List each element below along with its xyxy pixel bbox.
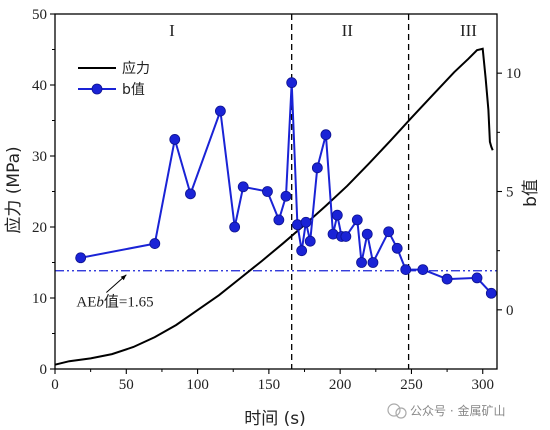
region-label: I	[169, 21, 175, 40]
b-value-point	[214, 105, 226, 117]
watermark-text: 公众号 · 金属矿山	[410, 403, 505, 418]
b-value-point	[169, 134, 181, 145]
annotation-label: AEb值=1.65	[76, 294, 153, 311]
x-tick-label: 50	[119, 377, 134, 393]
y-right-tick-label: 5	[506, 185, 514, 201]
series-layer	[54, 47, 497, 366]
wechat-icon	[387, 403, 407, 419]
stress-line	[54, 47, 494, 366]
y-left-tick-label: 30	[32, 149, 47, 165]
b-value-point	[351, 214, 363, 226]
b-value-point	[304, 235, 316, 247]
b-value-point	[185, 188, 196, 200]
legend: 应力 b值	[78, 60, 150, 98]
x-tick-label: 250	[400, 377, 423, 393]
b-value-point	[361, 228, 373, 240]
region-dividers	[291, 14, 410, 369]
y-right-tick-label: 0	[506, 303, 514, 319]
y-axis-left-title: 应力 (MPa)	[4, 146, 24, 233]
x-tick-label: 0	[51, 377, 59, 393]
b-value-point	[149, 238, 161, 249]
legend-stress-label: 应力	[122, 60, 150, 77]
y-left-tick-label: 0	[40, 362, 48, 378]
b-value-point	[320, 129, 332, 141]
b-value-point	[340, 231, 352, 242]
b-value-point	[237, 181, 249, 193]
b-value-point	[286, 77, 298, 89]
b-value-line	[80, 82, 493, 294]
region-label: III	[460, 21, 477, 40]
b-value-point	[400, 264, 412, 276]
legend-b-value-label: b值	[122, 82, 145, 98]
y-left-tick-label: 40	[32, 78, 47, 94]
x-axis-title: 时间 (s)	[244, 409, 306, 429]
b-value-point	[296, 245, 308, 257]
y-left-tick-label: 10	[32, 291, 47, 307]
y-left-tick-label: 50	[32, 7, 47, 23]
b-value-point	[417, 264, 429, 276]
b-value-point	[300, 216, 312, 228]
watermark: 公众号 · 金属矿山	[387, 403, 505, 419]
b-value-point	[311, 162, 323, 174]
b-value-point	[262, 186, 273, 197]
b-value-point	[273, 214, 285, 226]
b-value-point	[485, 287, 497, 299]
x-tick-label: 100	[186, 377, 209, 393]
y-left-tick-label: 20	[32, 220, 47, 236]
x-tick-label: 150	[258, 377, 281, 393]
annotation-layer: AEb值=1.65	[76, 274, 154, 311]
b-value-point	[331, 209, 343, 221]
x-tick-label: 300	[471, 377, 494, 393]
annotation-arrowhead	[120, 274, 127, 281]
b-value-point	[367, 257, 379, 268]
b-value-point	[75, 252, 87, 264]
legend-b-value-marker	[91, 83, 103, 95]
b-value-point	[280, 190, 292, 202]
y-right-tick-label: 10	[506, 66, 521, 82]
b-value-point	[441, 273, 453, 285]
b-value-point	[356, 257, 367, 268]
b-value-point	[471, 272, 483, 284]
axes-layer	[50, 13, 502, 374]
b-value-point	[229, 221, 241, 233]
b-value-point	[383, 226, 395, 238]
region-label: II	[342, 21, 354, 40]
x-tick-label: 200	[329, 377, 352, 393]
b-value-point	[391, 242, 403, 254]
y-axis-right-title: b值	[521, 179, 541, 207]
